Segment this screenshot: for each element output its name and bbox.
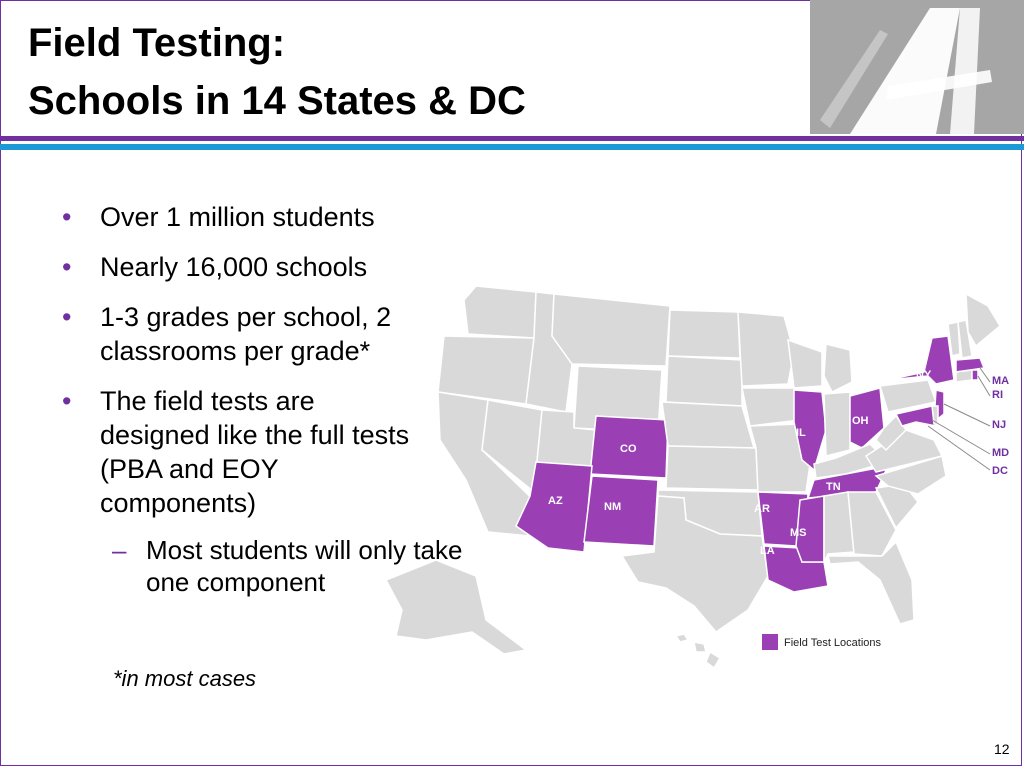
state-ny — [887, 335, 955, 385]
sub-bullet-item: – Most students will only take one compo… — [100, 534, 470, 598]
map-label-ny: NY — [916, 369, 932, 381]
us-map: CO AZ NM IL OH NY AR TN MS LA MA RI NJ M… — [384, 285, 1009, 670]
legend-label: Field Test Locations — [784, 637, 882, 649]
state-hi — [674, 633, 722, 670]
slide-header: Field Testing: Schools in 14 States & DC — [0, 0, 1024, 152]
bullet-text: Nearly 16,000 schools — [100, 252, 368, 282]
state-il — [793, 389, 827, 472]
map-label-ma: MA — [992, 375, 1009, 387]
slide-title: Field Testing: Schools in 14 States & DC — [28, 14, 526, 130]
map-label-nj: NJ — [992, 419, 1006, 431]
state-ri — [971, 369, 979, 381]
bullet-dot-icon: • — [62, 252, 72, 282]
header-divider-blue — [0, 144, 1024, 150]
dash-icon: – — [112, 535, 127, 565]
bullet-item: • Over 1 million students — [62, 200, 482, 234]
state-wa — [463, 285, 537, 339]
state-oh — [849, 387, 885, 449]
title-line-1: Field Testing: — [28, 21, 286, 65]
map-label-ar: AR — [754, 503, 770, 515]
bullet-item: • 1-3 grades per school, 2 classrooms pe… — [62, 300, 435, 368]
state-nh — [957, 319, 973, 359]
map-label-la: LA — [760, 545, 775, 557]
bullet-dot-icon: • — [62, 386, 72, 416]
state-ct — [955, 369, 973, 383]
map-label-ms: MS — [790, 527, 807, 539]
state-fl — [827, 540, 915, 625]
map-label-dc: DC — [992, 465, 1008, 477]
callout-lines — [927, 367, 991, 471]
state-ks — [665, 445, 759, 491]
state-vt — [947, 321, 961, 357]
title-line-2: Schools in 14 States & DC — [28, 79, 526, 123]
header-divider-purple — [0, 136, 1024, 141]
bullet-text: 1-3 grades per school, 2 classrooms per … — [100, 302, 392, 366]
map-label-co: CO — [620, 443, 637, 455]
state-ia — [741, 387, 801, 427]
map-label-il: IL — [796, 427, 806, 439]
logo-icon — [810, 0, 1024, 134]
bullet-dot-icon: • — [62, 302, 72, 332]
state-ma — [955, 357, 986, 373]
state-wv — [875, 414, 907, 452]
state-sd — [665, 355, 743, 407]
state-al — [823, 491, 855, 563]
footnote: *in most cases — [113, 666, 257, 691]
state-ne — [661, 401, 756, 449]
bullet-dot-icon: • — [62, 202, 72, 232]
bullet-list: • Over 1 million students • Nearly 16,00… — [62, 200, 482, 614]
state-wi — [787, 338, 823, 389]
state-mi — [823, 343, 853, 394]
state-in — [823, 391, 851, 457]
state-ak — [384, 559, 528, 655]
map-label-nm: NM — [604, 501, 621, 513]
bullet-item: • Nearly 16,000 schools — [62, 250, 482, 284]
map-label-ri: RI — [992, 389, 1003, 401]
bullet-text: The field tests are designed like the fu… — [100, 386, 410, 518]
map-label-az: AZ — [548, 495, 563, 507]
page-number: 12 — [994, 741, 1010, 757]
state-nd — [667, 309, 741, 359]
legend-swatch — [762, 634, 778, 650]
map-label-oh: OH — [852, 415, 869, 427]
state-tx — [620, 495, 769, 634]
sub-bullet-text: Most students will only take one compone… — [146, 535, 463, 597]
map-label-tn: TN — [826, 481, 841, 493]
bullet-text: Over 1 million students — [100, 202, 375, 232]
state-az — [515, 461, 593, 553]
bullet-item: • The field tests are designed like the … — [62, 384, 462, 598]
state-ga — [847, 491, 897, 557]
sub-bullet-list: – Most students will only take one compo… — [100, 534, 470, 598]
state-ms — [795, 495, 825, 563]
state-me — [965, 292, 1001, 348]
map-label-md: MD — [992, 447, 1009, 459]
state-md — [894, 405, 937, 427]
state-mt — [551, 293, 671, 367]
state-mn — [737, 311, 795, 387]
